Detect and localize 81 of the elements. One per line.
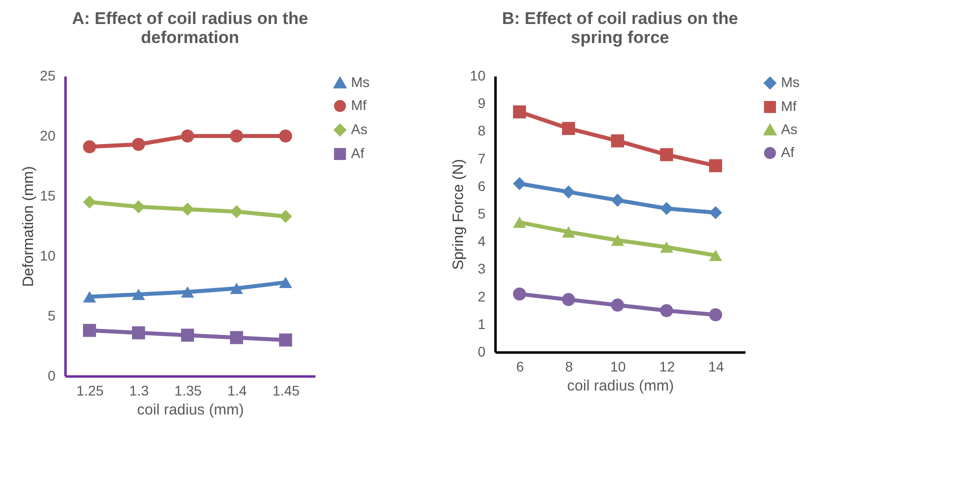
legend-label: Mf: [781, 98, 797, 114]
point: [660, 202, 674, 215]
point: [660, 241, 674, 253]
x-tick-label: 1.4: [227, 382, 248, 398]
point: [279, 276, 292, 288]
point: [562, 185, 576, 198]
point: [181, 286, 194, 298]
y-axis-title: Deformation (mm): [20, 166, 37, 287]
point: [611, 298, 624, 312]
point: [181, 328, 194, 342]
x-tick-label: 1.35: [174, 382, 202, 398]
y-tick-label: 0: [48, 368, 56, 384]
y-tick-label: 5: [478, 206, 486, 222]
point: [709, 159, 722, 172]
point: [132, 288, 146, 300]
x-tick-label: 10: [610, 358, 626, 374]
x-tick-label: 14: [708, 358, 724, 374]
y-tick-label: 4: [478, 233, 486, 250]
y-tick-label: 7: [478, 150, 486, 166]
x-axis-title: coil radius (mm): [567, 378, 674, 394]
point: [709, 250, 722, 262]
point: [82, 195, 96, 209]
y-tick-label: 5: [48, 308, 56, 324]
point: [181, 129, 194, 143]
point: [611, 194, 624, 207]
y-tick-label: 10: [470, 68, 486, 84]
point: [660, 304, 674, 318]
x-tick-label: 6: [516, 358, 524, 374]
x-tick-label: 8: [565, 358, 574, 374]
point: [82, 140, 96, 154]
legend-label: As: [351, 121, 368, 137]
legend-label: Mf: [351, 97, 367, 113]
point: [611, 134, 624, 148]
chart-title: A: Effect of coil radius on the deformation: [72, 9, 308, 47]
y-tick-label: 8: [478, 122, 486, 139]
point: [230, 205, 244, 218]
point: [279, 210, 292, 223]
legend-label: Ms: [351, 74, 370, 90]
y-tick-label: 1: [478, 316, 486, 332]
point: [230, 129, 244, 143]
point: [512, 177, 526, 190]
x-tick-label: 1.45: [272, 382, 300, 398]
point: [82, 291, 96, 302]
legend-label: Af: [351, 145, 364, 161]
x-tick-label: 1.3: [129, 382, 149, 398]
y-tick-label: 9: [478, 95, 486, 112]
point: [709, 206, 722, 220]
y-tick-label: 25: [40, 68, 56, 84]
point: [230, 331, 244, 344]
point: [82, 324, 96, 337]
x-axis-title: coil radius (mm): [137, 402, 244, 418]
y-tick-label: 20: [40, 128, 56, 144]
point: [512, 105, 526, 118]
y-axis-title: Spring Force (N): [450, 159, 467, 270]
legend-label: Ms: [781, 74, 800, 90]
y-tick-label: 15: [40, 188, 56, 204]
chart-title: B: Effect of coil radius on the spring force: [502, 9, 738, 47]
point: [562, 226, 576, 238]
point: [279, 333, 292, 347]
point: [562, 293, 576, 306]
y-tick-label: 3: [478, 260, 486, 277]
point: [512, 216, 526, 228]
y-tick-label: 10: [40, 248, 56, 264]
point: [279, 129, 292, 143]
x-tick-label: 12: [659, 358, 676, 374]
point: [562, 122, 576, 135]
point: [181, 202, 194, 216]
point: [611, 234, 624, 246]
point: [709, 308, 722, 322]
point: [660, 148, 674, 162]
legend-label: As: [781, 121, 798, 137]
point: [132, 200, 146, 214]
y-tick-label: 6: [478, 178, 486, 194]
y-tick-label: 0: [478, 344, 486, 360]
point: [132, 138, 146, 151]
y-tick-label: 2: [478, 288, 486, 304]
point: [230, 282, 244, 294]
point: [132, 326, 146, 340]
point: [512, 288, 526, 301]
x-tick-label: 1.25: [76, 382, 104, 398]
legend-label: Af: [781, 144, 794, 160]
